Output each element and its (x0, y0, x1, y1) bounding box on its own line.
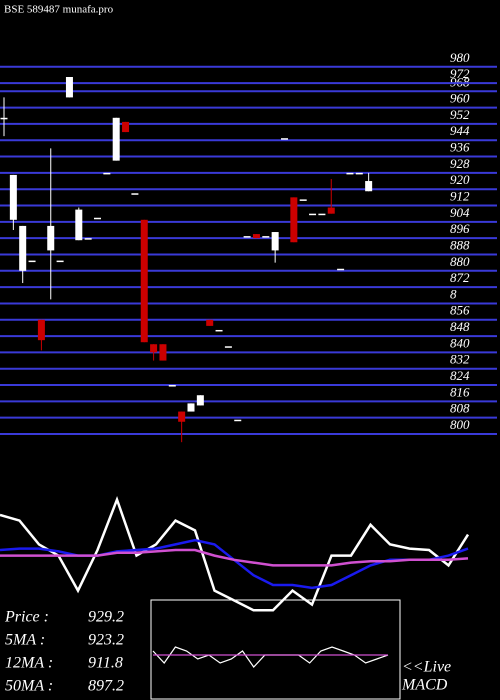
y-tick-label: 816 (450, 384, 470, 399)
y-tick-label: 840 (450, 335, 470, 350)
y-tick-label: 912 (450, 189, 470, 204)
indicator-line (0, 548, 469, 567)
y-tick-label: 896 (450, 221, 470, 236)
candle-body (318, 213, 326, 216)
stat-label: Price : (4, 609, 49, 626)
y-tick-label: 800 (450, 417, 470, 432)
stat-value: 897.2 (88, 678, 124, 695)
indicator-line (0, 495, 470, 612)
y-tick-label: 880 (450, 254, 470, 269)
candle-body (309, 213, 317, 216)
y-tick-label: 960 (450, 91, 470, 106)
stat-label: 50MA : (5, 678, 53, 695)
stat-label: 5MA : (5, 632, 45, 649)
candle-body (346, 172, 354, 175)
candle-body (337, 268, 345, 271)
candle-body (271, 232, 279, 251)
candle-body (94, 217, 101, 220)
y-tick-label: 832 (450, 352, 470, 367)
macd-live: <<Live (402, 659, 451, 676)
y-tick-label: 968 (450, 74, 470, 89)
y-tick-label: 824 (450, 368, 470, 383)
candle-body (131, 193, 139, 195)
candle-body (122, 121, 130, 133)
stat-value: 923.2 (88, 632, 124, 649)
candle-body (65, 77, 73, 98)
y-tick-label: 944 (450, 123, 470, 138)
candle-body (215, 329, 223, 332)
y-tick-label: 936 (450, 140, 470, 155)
candle-body (187, 403, 195, 412)
candle-body (365, 181, 373, 192)
candle-body (252, 234, 260, 239)
candle-body (243, 236, 251, 238)
stat-value: 911.8 (88, 655, 123, 672)
macd-label: MACD (401, 677, 448, 694)
candle-body (112, 117, 120, 161)
candle-body (327, 207, 335, 214)
candle-body (196, 395, 204, 406)
chart-title: BSE 589487 munafa.pro (4, 4, 114, 16)
candle-body (0, 117, 8, 120)
candle-body (56, 260, 64, 263)
y-tick-label: 856 (450, 303, 470, 318)
stat-label: 12MA : (5, 655, 53, 672)
y-tick-label: 952 (450, 107, 470, 122)
stat-value: 929.2 (88, 609, 124, 626)
candle-body (299, 199, 307, 201)
candle-body (262, 236, 270, 238)
candle-body (224, 346, 232, 348)
y-tick-label: 980 (450, 50, 470, 65)
candle-body (47, 225, 55, 251)
candle-body (19, 225, 27, 271)
candle-body (290, 197, 298, 243)
candle-body (150, 344, 158, 353)
y-tick-label: 904 (450, 205, 470, 220)
candle-body (28, 260, 36, 263)
y-tick-label: 920 (450, 172, 470, 187)
candle-body (37, 319, 45, 341)
y-tick-label: 928 (450, 156, 470, 171)
candle-body (9, 174, 17, 220)
candle-body (168, 385, 176, 387)
y-tick-label: 808 (450, 401, 470, 416)
y-tick-label: 888 (450, 237, 470, 252)
candle-body (178, 411, 186, 422)
candle-body (159, 344, 167, 361)
y-tick-label: 872 (450, 270, 470, 285)
candle-body (355, 172, 363, 175)
candle-body (140, 219, 148, 343)
y-tick-label: 848 (450, 319, 470, 334)
candle-body (206, 319, 214, 326)
candle-body (75, 209, 83, 241)
candle-body (84, 238, 92, 240)
macd-box (150, 599, 401, 700)
indicator-line (152, 646, 389, 668)
y-tick-label: 8 (450, 286, 457, 301)
candle-body (103, 172, 111, 175)
y-tick-label: 972 (450, 66, 470, 81)
candle-body (281, 138, 288, 140)
candle-body (234, 419, 242, 422)
